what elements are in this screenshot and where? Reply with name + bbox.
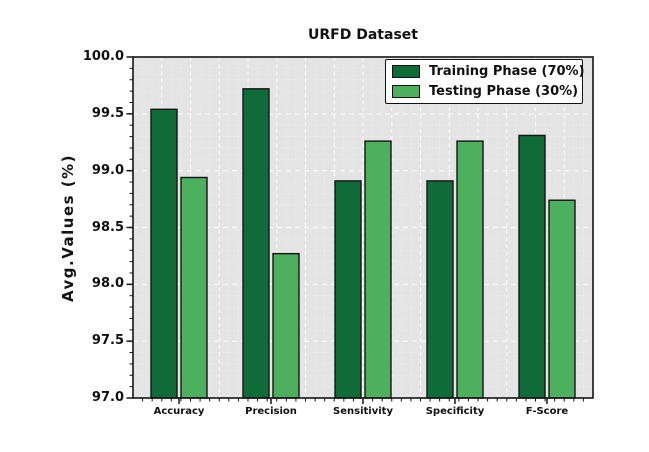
bar-training-precision: [242, 88, 270, 399]
legend-label-testing: Testing Phase (30%): [429, 84, 579, 99]
y-tick-label: 99.5: [91, 105, 124, 121]
y-tick-label: 97.5: [91, 333, 124, 349]
x-tick-label-f-score: F-Score: [525, 406, 569, 417]
chart-title: URFD Dataset: [308, 27, 418, 43]
bar-training-f-score: [518, 134, 546, 399]
bar-testing-specificity: [456, 140, 484, 399]
y-tick-label: 99.0: [91, 162, 124, 178]
legend: Training Phase (70%) Testing Phase (30%): [385, 59, 585, 104]
bar-testing-precision: [272, 252, 300, 399]
testing-swatch-icon: [392, 85, 420, 98]
y-tick-label: 100.0: [82, 49, 124, 64]
bar-training-specificity: [426, 180, 454, 399]
training-swatch-icon: [392, 65, 420, 78]
bar-testing-f-score: [548, 199, 576, 399]
x-tick-label-precision: Precision: [245, 406, 297, 417]
legend-label-training: Training Phase (70%): [429, 64, 585, 79]
x-tick-label-sensitivity: Sensitivity: [333, 406, 393, 417]
y-tick-label: 97.0: [91, 390, 124, 405]
bar-training-accuracy: [150, 108, 178, 399]
x-tick-label-accuracy: Accuracy: [153, 406, 205, 417]
legend-item-testing: Testing Phase (30%): [392, 85, 582, 98]
bar-testing-accuracy: [180, 176, 208, 399]
y-tick-label: 98.5: [91, 219, 124, 235]
bar-testing-sensitivity: [364, 140, 392, 399]
legend-item-training: Training Phase (70%): [392, 64, 585, 79]
y-tick-label: 98.0: [91, 276, 124, 292]
x-tick-label-specificity: Specificity: [425, 406, 485, 417]
bar-training-sensitivity: [334, 180, 362, 399]
